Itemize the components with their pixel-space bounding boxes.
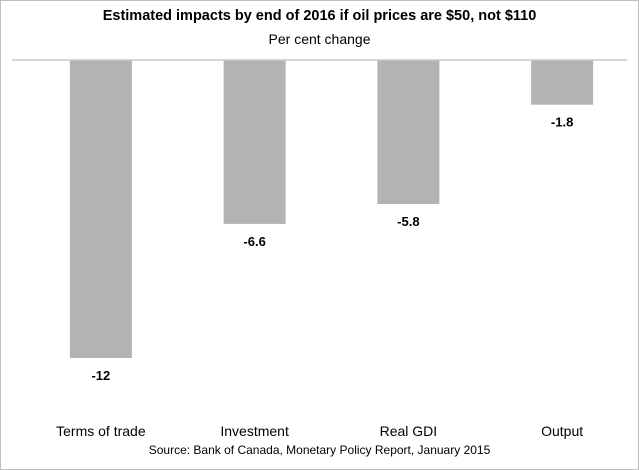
x-tick-label: Investment: [220, 423, 289, 439]
chart-subtitle: Per cent change: [268, 31, 371, 47]
chart-source: Source: Bank of Canada, Monetary Policy …: [148, 443, 491, 457]
data-label: -6.6: [243, 234, 265, 249]
data-label: -1.8: [551, 115, 573, 130]
bar: [531, 60, 594, 105]
data-label: -5.8: [397, 214, 419, 229]
chart-title: Estimated impacts by end of 2016 if oil …: [102, 8, 537, 24]
bar: [223, 60, 286, 224]
bar: [69, 60, 132, 358]
data-label: -12: [91, 368, 110, 383]
bar: [377, 60, 440, 205]
x-tick-label: Output: [541, 423, 583, 439]
x-tick-label: Terms of trade: [56, 423, 146, 439]
x-tick-label: Real GDI: [380, 423, 438, 439]
